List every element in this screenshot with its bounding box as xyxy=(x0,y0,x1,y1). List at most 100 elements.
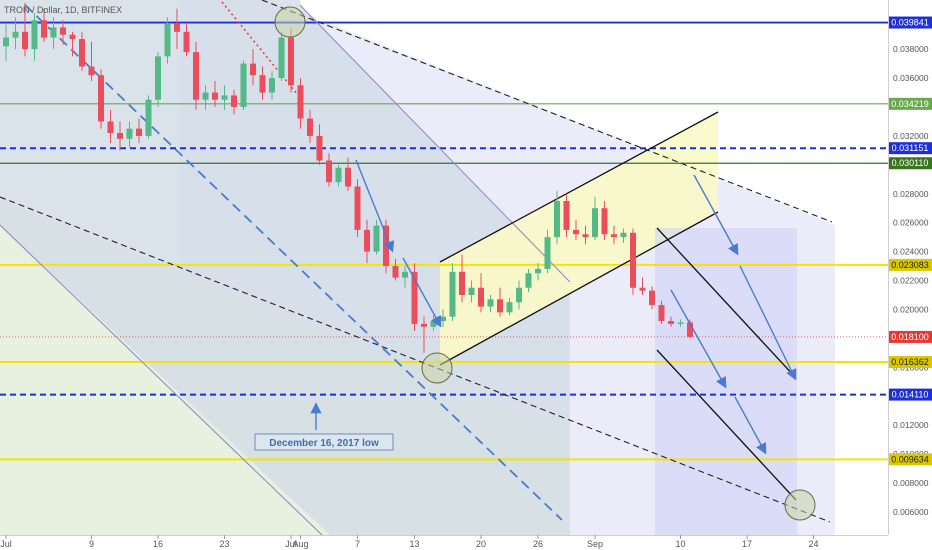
y-tick-13: 0.006000 xyxy=(893,507,929,517)
candle-body-4 xyxy=(41,20,47,38)
candle-body-21 xyxy=(202,92,209,100)
x-tick-11: 10 xyxy=(675,539,685,549)
level-tag-bg-6 xyxy=(889,356,932,369)
candle-body-70 xyxy=(668,321,674,324)
candle-body-12 xyxy=(117,133,123,139)
axis-divider-right xyxy=(888,0,889,535)
arrow-down-5 xyxy=(670,289,727,389)
x-tick-3: 23 xyxy=(219,539,229,549)
arrow-down-4 xyxy=(739,265,797,381)
candle-body-20 xyxy=(193,52,199,100)
arrow-down-3 xyxy=(693,174,739,256)
candle-body-56 xyxy=(535,268,541,274)
candle-body-63 xyxy=(601,208,608,235)
channel-upper-dashed xyxy=(261,0,833,223)
candle-body-60 xyxy=(573,229,579,235)
level-tag-bg-7 xyxy=(889,388,932,401)
candle-body-32 xyxy=(307,118,313,136)
candle-body-10 xyxy=(98,75,104,122)
candle-body-72 xyxy=(687,322,693,337)
candle-body-36 xyxy=(345,167,351,187)
price-level-tags: 0.039841 0.034219 0.031151 0.030110 0.023083… xyxy=(889,16,932,466)
annotation-text: December 16, 2017 low xyxy=(269,438,379,449)
level-tag-1: 0.034219 xyxy=(891,99,929,109)
candle-body-48 xyxy=(459,271,465,295)
candle-body-61 xyxy=(582,234,589,238)
candle-body-37 xyxy=(354,186,361,230)
candle-body-51 xyxy=(487,299,494,307)
zone-projection-box xyxy=(655,228,797,535)
candle-body-27 xyxy=(259,75,266,93)
y-tick-6: 0.022000 xyxy=(893,276,929,286)
channel-steep-purple-upper xyxy=(299,4,571,283)
candle-body-50 xyxy=(478,287,484,307)
level-tag-bg-2 xyxy=(889,142,932,155)
candle-body-46 xyxy=(440,316,446,321)
level-tag-6: 0.016362 xyxy=(891,357,929,367)
x-tick-9: 26 xyxy=(533,539,543,549)
y-tick-0: 0.038000 xyxy=(893,44,929,54)
candle-body-52 xyxy=(497,299,503,313)
x-tick-8: 20 xyxy=(476,539,486,549)
candle-body-64 xyxy=(611,234,617,238)
candle-body-66 xyxy=(630,232,636,288)
x-tick-2: 16 xyxy=(153,539,163,549)
candle-body-25 xyxy=(240,63,247,107)
candle-body-69 xyxy=(658,305,665,321)
y-tick-2: 0.032000 xyxy=(893,131,929,141)
rising-channel-upper xyxy=(439,111,719,263)
channel-lower-dashed xyxy=(0,196,831,523)
candles xyxy=(3,2,693,353)
candle-body-15 xyxy=(145,99,152,136)
level-tag-4: 0.023083 xyxy=(891,260,929,270)
candle-body-67 xyxy=(639,287,646,291)
level-tag-3: 0.030110 xyxy=(892,158,929,168)
x-tick-1: 9 xyxy=(89,539,94,549)
candle-body-23 xyxy=(221,95,228,100)
y-tick-1: 0.036000 xyxy=(893,73,929,83)
candle-body-9 xyxy=(88,66,95,76)
candle-body-31 xyxy=(297,85,304,119)
candle-body-58 xyxy=(554,200,560,238)
candle-body-39 xyxy=(373,225,380,252)
candle-body-38 xyxy=(364,229,370,252)
candle-body-18 xyxy=(174,23,180,32)
axis-divider-bottom xyxy=(0,535,888,536)
candle-body-1 xyxy=(12,31,19,38)
x-tick-13: 24 xyxy=(808,539,818,549)
annotation-box xyxy=(254,433,394,451)
x-tick-7: 13 xyxy=(409,539,419,549)
circle-mid-low xyxy=(421,352,453,384)
candle-body-65 xyxy=(620,232,627,238)
candle-body-43 xyxy=(411,271,418,324)
circle-target xyxy=(784,489,816,521)
y-tick-3: 0.028000 xyxy=(893,189,929,199)
level-tag-bg-4 xyxy=(889,258,932,271)
background-zones xyxy=(0,0,835,535)
candle-body-19 xyxy=(183,31,190,53)
x-tick-4: Jul xyxy=(285,539,297,549)
x-tick-6: 7 xyxy=(355,539,360,549)
candle-body-68 xyxy=(649,290,655,306)
horizontal-levels xyxy=(0,21,888,461)
level-tag-5: 0.018100 xyxy=(891,332,929,342)
rising-channel-lower xyxy=(439,211,719,366)
candle-body-45 xyxy=(430,321,437,327)
candle-body-35 xyxy=(335,167,342,183)
candle-body-5 xyxy=(50,27,57,38)
level-tag-bg-0 xyxy=(889,16,932,29)
candle-body-33 xyxy=(316,135,323,161)
x-tick-12: 17 xyxy=(742,539,752,549)
level-tag-bg-8 xyxy=(889,453,932,466)
chart-title: TRON / Dollar, 1D, BITFINEX xyxy=(4,5,122,15)
level-tag-2: 0.031151 xyxy=(892,143,929,153)
candle-body-54 xyxy=(516,287,522,303)
candle-body-57 xyxy=(544,237,551,269)
candle-body-42 xyxy=(402,271,408,278)
candle-body-11 xyxy=(107,121,114,134)
candle-body-29 xyxy=(278,37,285,79)
projection-arrows xyxy=(310,159,797,455)
candle-body-53 xyxy=(506,302,513,313)
